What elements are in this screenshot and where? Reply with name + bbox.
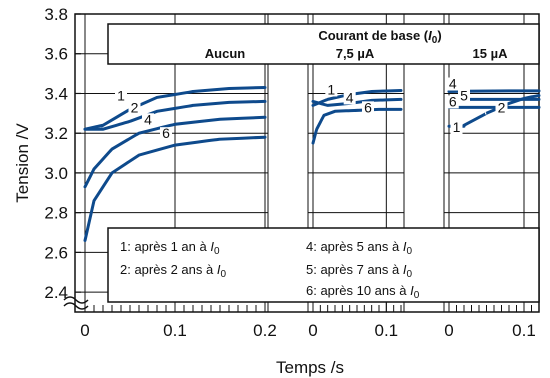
series-label-1: 1 [327,81,335,97]
x-tick-label: 0.1 [512,321,536,340]
x-tick-label: 0.2 [253,321,277,340]
series-label-4: 4 [449,76,457,92]
y-axis-label: Tension /V [13,123,32,203]
y-tick-label: 3.4 [44,84,68,103]
series-line-2 [83,99,267,131]
legend-entry-5: 5: après 7 ans à I0 [306,262,412,280]
series-label-bg [446,95,459,109]
series-label-6: 6 [162,125,170,141]
series-label-2: 2 [498,99,506,115]
panel-label: Aucun [205,46,246,61]
legend-entry-6: 6: après 10 ans à I0 [306,283,420,301]
x-tick-label: 0 [444,321,453,340]
series-label-bg [362,101,374,115]
series-line-1 [83,86,267,131]
series-label-bg [446,77,459,91]
series-label-bg [325,83,338,97]
y-tick-label: 2.6 [44,243,68,262]
series-line-6 [83,135,267,242]
series-line-6 [311,107,403,145]
legend-entry-2: 2: après 2 ans à I0 [120,262,226,280]
x-axis-label: Temps /s [276,358,344,377]
series-label-bg [343,91,356,105]
series-line-4 [83,115,267,189]
series-label-2: 2 [131,99,139,115]
series-label-bg [115,89,127,103]
axis-break-mark [63,302,89,310]
x-tick-label: 0.1 [163,321,187,340]
header-box [107,23,540,65]
x-tick-label: 0 [308,321,317,340]
series-label-bg [160,127,172,141]
series-label-4: 4 [346,89,354,105]
y-tick-label: 3.0 [44,164,68,183]
legend-box [107,227,540,303]
x-tick-label: 0 [80,321,89,340]
plot-frame [74,13,540,313]
series-label-bg [142,113,154,127]
series-label-1: 1 [453,119,461,135]
series-label-5: 5 [460,87,468,103]
series-label-1: 1 [117,87,125,103]
header-title: Courant de base (I0) [318,28,441,46]
series-label-bg [128,101,141,115]
y-tick-label: 3.8 [44,5,68,24]
panel-label: 7,5 µA [336,46,375,61]
legend-entry-1: 1: après 1 an à I0 [120,239,220,257]
series-label-bg [450,121,463,135]
y-tick-label: 2.4 [44,283,68,302]
x-tick-label: 0.1 [375,321,399,340]
series-line-2 [462,93,541,127]
series-label-6: 6 [364,99,372,115]
y-tick-label: 3.2 [44,124,68,143]
legend-entry-4: 4: après 5 ans à I0 [306,239,412,257]
panel-label: 15 µA [473,46,509,61]
series-label-4: 4 [144,111,152,127]
y-tick-label: 3.6 [44,45,68,64]
series-label-bg [495,101,508,115]
series-label-6: 6 [449,93,457,109]
series-label-bg [458,89,470,103]
y-tick-label: 2.8 [44,204,68,223]
